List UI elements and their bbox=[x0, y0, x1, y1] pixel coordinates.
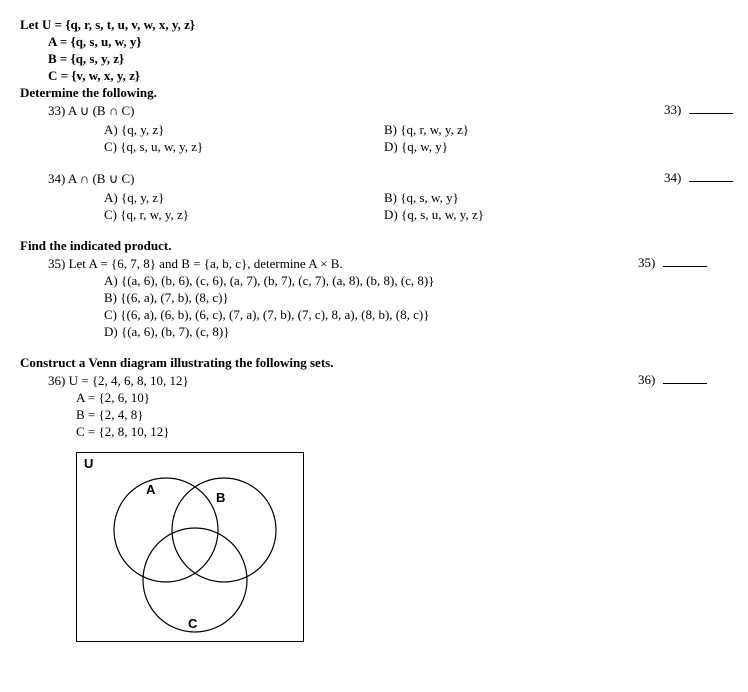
preamble-instruction: Determine the following. bbox=[20, 85, 728, 101]
question-35-number: 35) bbox=[48, 256, 65, 271]
question-34-choice-d: D) {q, s, u, w, y, z} bbox=[384, 207, 664, 223]
question-35-choice-b: B) {(6, a), (7, b), (8, c)} bbox=[104, 290, 638, 306]
question-34-choice-a: A) {q, y, z} bbox=[104, 190, 384, 206]
svg-text:C: C bbox=[188, 616, 198, 631]
question-34-choice-c: C) {q, r, w, y, z} bbox=[104, 207, 384, 223]
svg-text:A: A bbox=[146, 482, 156, 497]
question-35-choice-a: A) {(a, 6), (b, 6), (c, 6), (a, 7), (b, … bbox=[104, 273, 638, 289]
section-venn: Construct a Venn diagram illustrating th… bbox=[20, 355, 728, 371]
question-33-answer-blank[interactable] bbox=[689, 113, 733, 114]
preamble-line-b: B = {q, s, y, z} bbox=[48, 51, 728, 67]
question-36-answer-label: 36) bbox=[638, 372, 655, 387]
section-find-product: Find the indicated product. bbox=[20, 238, 728, 254]
preamble-line-u: Let U = {q, r, s, t, u, v, w, x, y, z} bbox=[20, 17, 728, 33]
preamble-line-a: A = {q, s, u, w, y} bbox=[48, 34, 728, 50]
question-34-choice-b: B) {q, s, w, y} bbox=[384, 190, 664, 206]
question-36-line-b: B = {2, 4, 8} bbox=[76, 407, 638, 423]
question-36: 36) U = {2, 4, 6, 8, 10, 12} A = {2, 6, … bbox=[20, 372, 728, 642]
question-33-number: 33) bbox=[48, 103, 65, 118]
question-34-answer-blank[interactable] bbox=[689, 181, 733, 182]
question-34-answer-label: 34) bbox=[664, 170, 681, 185]
question-33: 33) A ∪ (B ∩ C) A) {q, y, z} C) {q, s, u… bbox=[20, 102, 728, 156]
question-34-prompt: A ∩ (B ∪ C) bbox=[68, 171, 135, 186]
preamble-line-c: C = {v, w, x, y, z} bbox=[48, 68, 728, 84]
svg-text:B: B bbox=[216, 490, 225, 505]
question-36-number: 36) bbox=[48, 373, 65, 388]
question-36-answer-blank[interactable] bbox=[663, 383, 707, 384]
question-36-line-u: U = {2, 4, 6, 8, 10, 12} bbox=[69, 373, 189, 388]
question-36-line-c: C = {2, 8, 10, 12} bbox=[76, 424, 638, 440]
question-36-line-a: A = {2, 6, 10} bbox=[76, 390, 638, 406]
question-33-choice-c: C) {q, s, u, w, y, z} bbox=[104, 139, 384, 155]
question-34: 34) A ∩ (B ∪ C) A) {q, y, z} C) {q, r, w… bbox=[20, 170, 728, 224]
question-35-answer-label: 35) bbox=[638, 255, 655, 270]
svg-text:U: U bbox=[84, 456, 93, 471]
question-33-choice-a: A) {q, y, z} bbox=[104, 122, 384, 138]
question-35-choice-c: C) {(6, a), (6, b), (6, c), (7, a), (7, … bbox=[104, 307, 638, 323]
question-33-choice-b: B) {q, r, w, y, z} bbox=[384, 122, 664, 138]
question-35-answer-blank[interactable] bbox=[663, 266, 707, 267]
question-34-number: 34) bbox=[48, 171, 65, 186]
question-35-prompt: Let A = {6, 7, 8} and B = {a, b, c}, det… bbox=[69, 256, 343, 271]
question-33-answer-label: 33) bbox=[664, 102, 681, 117]
question-35: 35) Let A = {6, 7, 8} and B = {a, b, c},… bbox=[20, 255, 728, 341]
question-33-prompt: A ∪ (B ∩ C) bbox=[68, 103, 135, 118]
question-33-choice-d: D) {q, w, y} bbox=[384, 139, 664, 155]
question-35-choice-d: D) {(a, 6), (b, 7), (c, 8)} bbox=[104, 324, 638, 340]
venn-diagram: U A B C bbox=[76, 452, 638, 642]
